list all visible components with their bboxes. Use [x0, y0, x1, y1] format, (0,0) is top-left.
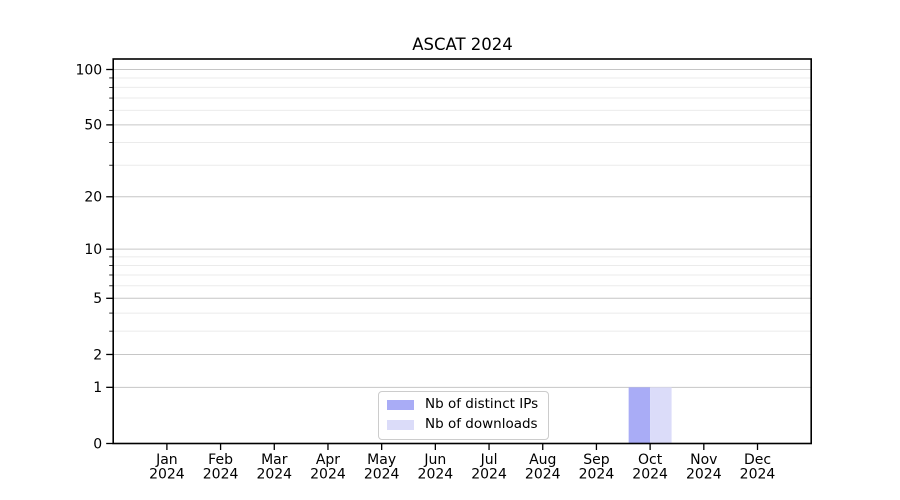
x-tick-label-year: 2024 — [471, 467, 507, 483]
x-tick-label-year: 2024 — [525, 467, 561, 483]
x-tick-label-year: 2024 — [203, 467, 239, 483]
x-tick-label-year: 2024 — [256, 467, 292, 483]
x-tick-label-month: Jan — [155, 452, 178, 468]
x-tick-label-month: Mar — [261, 452, 288, 468]
x-tick-label-month: May — [367, 452, 396, 468]
legend-item-downloads: Nb of downloads — [387, 417, 538, 433]
bar-distinct-ips — [628, 387, 651, 444]
x-tick-label-year: 2024 — [310, 467, 346, 483]
legend-swatch-downloads — [387, 420, 414, 430]
axes-frame — [112, 58, 812, 445]
chart-legend: Nb of distinct IPs Nb of downloads — [378, 391, 550, 440]
legend-swatch-distinct-ips — [387, 400, 414, 410]
legend-label-downloads: Nb of downloads — [425, 416, 538, 433]
y-tick-label: 100 — [75, 62, 102, 78]
y-tick-label: 1 — [93, 380, 102, 396]
chart-title: ASCAT 2024 — [412, 35, 513, 54]
x-tick-label-year: 2024 — [418, 467, 454, 483]
y-tick-label: 10 — [84, 242, 102, 258]
x-tick-label-month: Dec — [744, 452, 771, 468]
x-tick-label-month: Nov — [690, 452, 717, 468]
x-tick-label-year: 2024 — [149, 467, 185, 483]
y-tick-label: 0 — [93, 436, 102, 452]
legend-label-distinct-ips: Nb of distinct IPs — [425, 396, 539, 413]
y-tick-label: 20 — [84, 190, 102, 206]
x-tick-label-year: 2024 — [579, 467, 615, 483]
x-tick-label-month: Jun — [423, 452, 446, 468]
x-tick-label-month: Sep — [583, 452, 610, 468]
y-tick-label: 50 — [84, 118, 102, 134]
x-tick-label-year: 2024 — [740, 467, 776, 483]
x-tick-label-month: Jul — [480, 452, 498, 468]
y-tick-label: 5 — [93, 291, 102, 307]
x-tick-label-month: Oct — [638, 452, 663, 468]
y-tick-label: 2 — [93, 347, 102, 363]
x-tick-label-year: 2024 — [632, 467, 668, 483]
bar-downloads — [650, 387, 672, 444]
legend-item-distinct-ips: Nb of distinct IPs — [387, 397, 538, 413]
x-tick-label-year: 2024 — [364, 467, 400, 483]
x-tick-label-year: 2024 — [686, 467, 722, 483]
x-tick-label-month: Aug — [529, 452, 556, 468]
x-tick-label-month: Apr — [316, 452, 340, 468]
x-tick-label-month: Feb — [208, 452, 233, 468]
